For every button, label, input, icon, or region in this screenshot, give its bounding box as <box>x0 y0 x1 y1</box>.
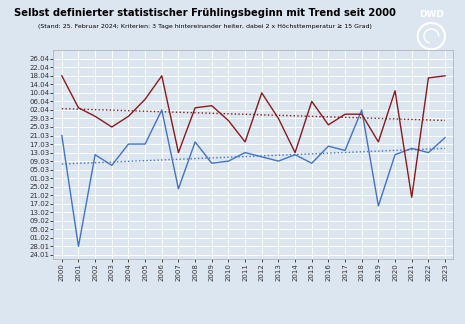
Text: Selbst definierter statistischer Frühlingsbeginn mit Trend seit 2000: Selbst definierter statistischer Frühlin… <box>13 8 396 18</box>
Text: DWD: DWD <box>419 10 444 19</box>
Text: (Stand: 25. Februar 2024; Kriterien: 3 Tage hintereinander heiter, dabei 2 x Höc: (Stand: 25. Februar 2024; Kriterien: 3 T… <box>38 24 372 29</box>
